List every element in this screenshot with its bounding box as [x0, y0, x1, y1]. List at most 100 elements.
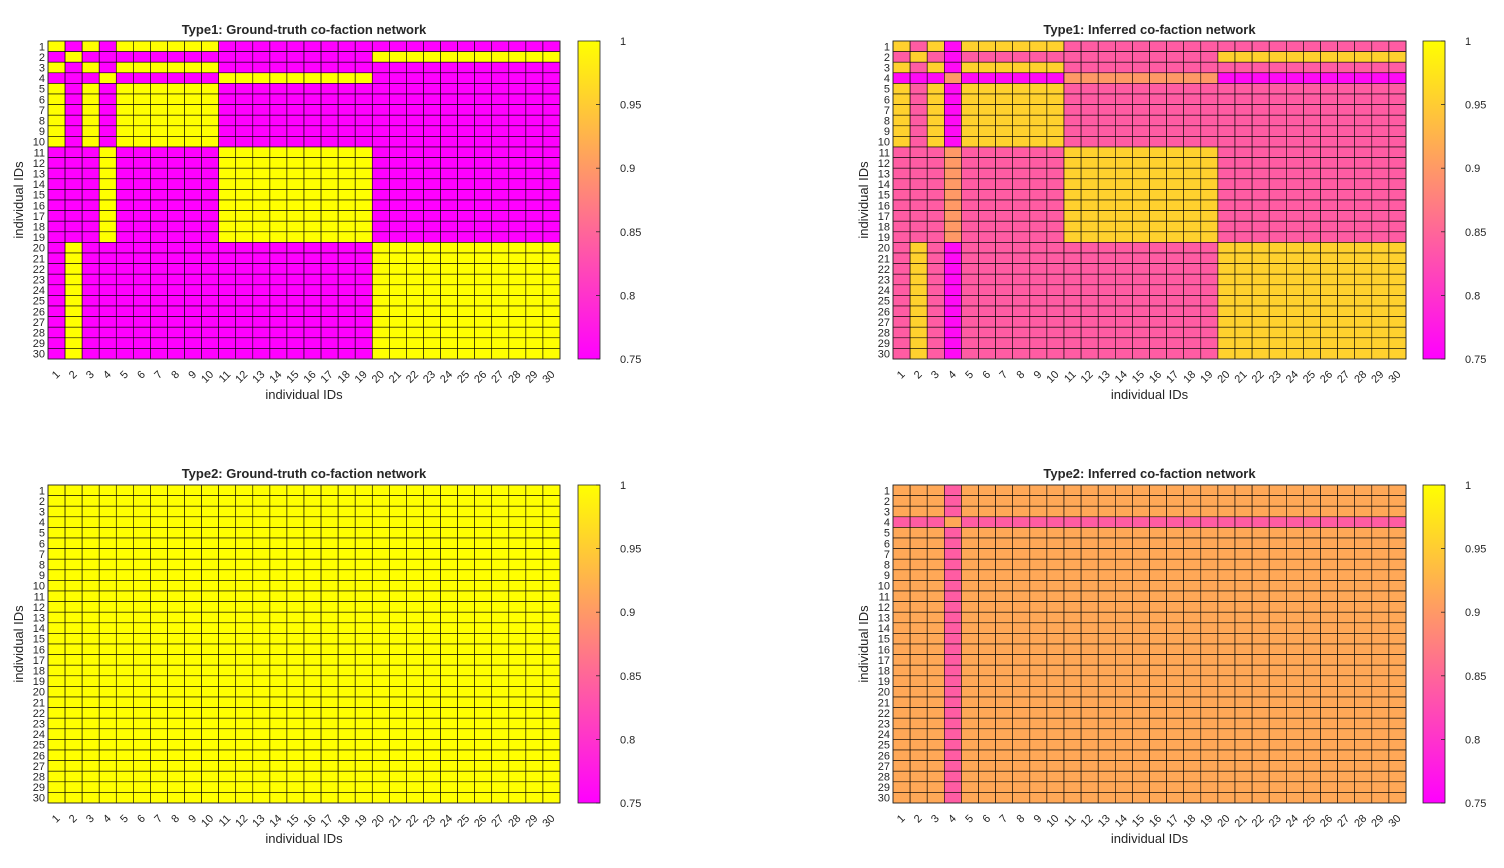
heatmap-cell: [337, 792, 356, 804]
y-tick-label: 24: [878, 729, 890, 741]
heatmap-cell: [286, 136, 305, 148]
heatmap-cell: [1388, 316, 1407, 328]
heatmap-cell: [943, 622, 962, 634]
heatmap-cell: [1388, 242, 1407, 254]
heatmap-cell: [1337, 781, 1355, 793]
heatmap-cell: [406, 749, 424, 761]
heatmap-cell: [440, 157, 458, 169]
heatmap-cell: [508, 242, 527, 254]
heatmap-cell: [371, 760, 390, 772]
heatmap-cell: [337, 337, 356, 349]
heatmap-cell: [457, 125, 475, 137]
heatmap-cell: [1337, 220, 1355, 233]
heatmap-cell: [978, 558, 996, 571]
heatmap-cell: [167, 348, 185, 360]
heatmap-cell: [1268, 749, 1287, 761]
heatmap-cell: [184, 326, 202, 339]
heatmap-cell: [354, 611, 373, 624]
heatmap-cell: [1132, 664, 1150, 677]
heatmap-cell: [1251, 263, 1270, 275]
heatmap-cell: [218, 675, 237, 687]
heatmap-cell: [1080, 114, 1099, 127]
heatmap-cell: [961, 104, 979, 116]
heatmap-cell: [1217, 537, 1236, 549]
heatmap-cell: [406, 770, 424, 783]
heatmap-cell: [1115, 537, 1133, 549]
heatmap-cell: [892, 760, 911, 772]
heatmap-cell: [406, 210, 424, 222]
heatmap-cell: [1251, 505, 1270, 518]
heatmap-cell: [81, 305, 100, 317]
heatmap-cell: [1337, 654, 1355, 666]
heatmap-cell: [1234, 178, 1253, 190]
x-tick-label: 10: [1044, 369, 1061, 386]
heatmap-cell: [474, 675, 493, 687]
heatmap-cell: [303, 484, 322, 496]
heatmap-cell: [1200, 770, 1219, 783]
heatmap-cell: [1337, 707, 1355, 719]
y-tick-label: 19: [33, 676, 45, 688]
heatmap-cell: [389, 707, 407, 719]
heatmap-cell: [1166, 601, 1184, 613]
heatmap-cell: [1012, 495, 1031, 507]
heatmap-cell: [47, 61, 66, 74]
heatmap-cell: [150, 484, 168, 496]
heatmap-cell: [474, 348, 493, 360]
heatmap-cell: [474, 590, 493, 602]
heatmap-cell: [961, 686, 979, 698]
heatmap-cell: [542, 675, 561, 687]
chart-title: Type1: Ground-truth co-faction network: [182, 22, 427, 37]
heatmap-cell: [1029, 505, 1048, 518]
heatmap-cell: [423, 739, 441, 751]
heatmap-cell: [389, 537, 407, 549]
heatmap-cell: [1234, 781, 1253, 793]
heatmap-cell: [1132, 505, 1150, 518]
heatmap-cell: [1200, 516, 1219, 528]
heatmap-cell: [1200, 263, 1219, 275]
heatmap-cell: [1217, 136, 1236, 148]
heatmap-cell: [542, 760, 561, 772]
heatmap-cell: [252, 580, 271, 592]
heatmap-cell: [235, 210, 254, 222]
heatmap-cell: [1183, 231, 1202, 243]
heatmap-cell: [354, 580, 373, 592]
heatmap-cell: [1251, 770, 1270, 783]
heatmap-cell: [1268, 580, 1287, 592]
heatmap-cell: [1097, 537, 1116, 549]
heatmap-cell: [1183, 114, 1202, 127]
heatmap-cell: [474, 686, 493, 698]
heatmap-cell: [371, 675, 390, 687]
heatmap-cell: [926, 548, 945, 560]
heatmap-cell: [133, 781, 151, 793]
heatmap-cell: [1183, 654, 1202, 666]
heatmap-cell: [320, 136, 339, 148]
heatmap-cell: [1217, 40, 1236, 52]
heatmap-cell: [389, 316, 407, 328]
heatmap-cell: [1166, 220, 1184, 233]
heatmap-cell: [961, 136, 979, 148]
heatmap-cell: [269, 728, 288, 740]
heatmap-cell: [1217, 125, 1236, 137]
heatmap-cell: [1268, 781, 1287, 793]
heatmap-cell: [961, 580, 979, 592]
heatmap-cell: [961, 326, 979, 339]
heatmap-cell: [423, 263, 441, 275]
heatmap-panel-2: Type1: Inferred co-faction network123456…: [856, 22, 1486, 402]
x-tick-label: 20: [370, 813, 387, 830]
heatmap-cell: [320, 601, 339, 613]
y-tick-label: 4: [884, 517, 890, 529]
heatmap-cell: [1354, 484, 1373, 496]
heatmap-cell: [406, 316, 424, 328]
x-tick-label: 28: [506, 369, 523, 386]
heatmap-cell: [235, 686, 254, 698]
y-tick-label: 13: [878, 613, 890, 625]
heatmap-cell: [995, 484, 1013, 496]
heatmap-cell: [525, 51, 544, 63]
heatmap-cell: [354, 189, 373, 201]
heatmap-cell: [1337, 157, 1355, 169]
heatmap-cell: [1063, 348, 1082, 360]
heatmap-cell: [320, 263, 339, 275]
x-tick-label: 12: [233, 369, 250, 386]
heatmap-cell: [1046, 484, 1065, 496]
heatmap-cell: [47, 696, 66, 708]
